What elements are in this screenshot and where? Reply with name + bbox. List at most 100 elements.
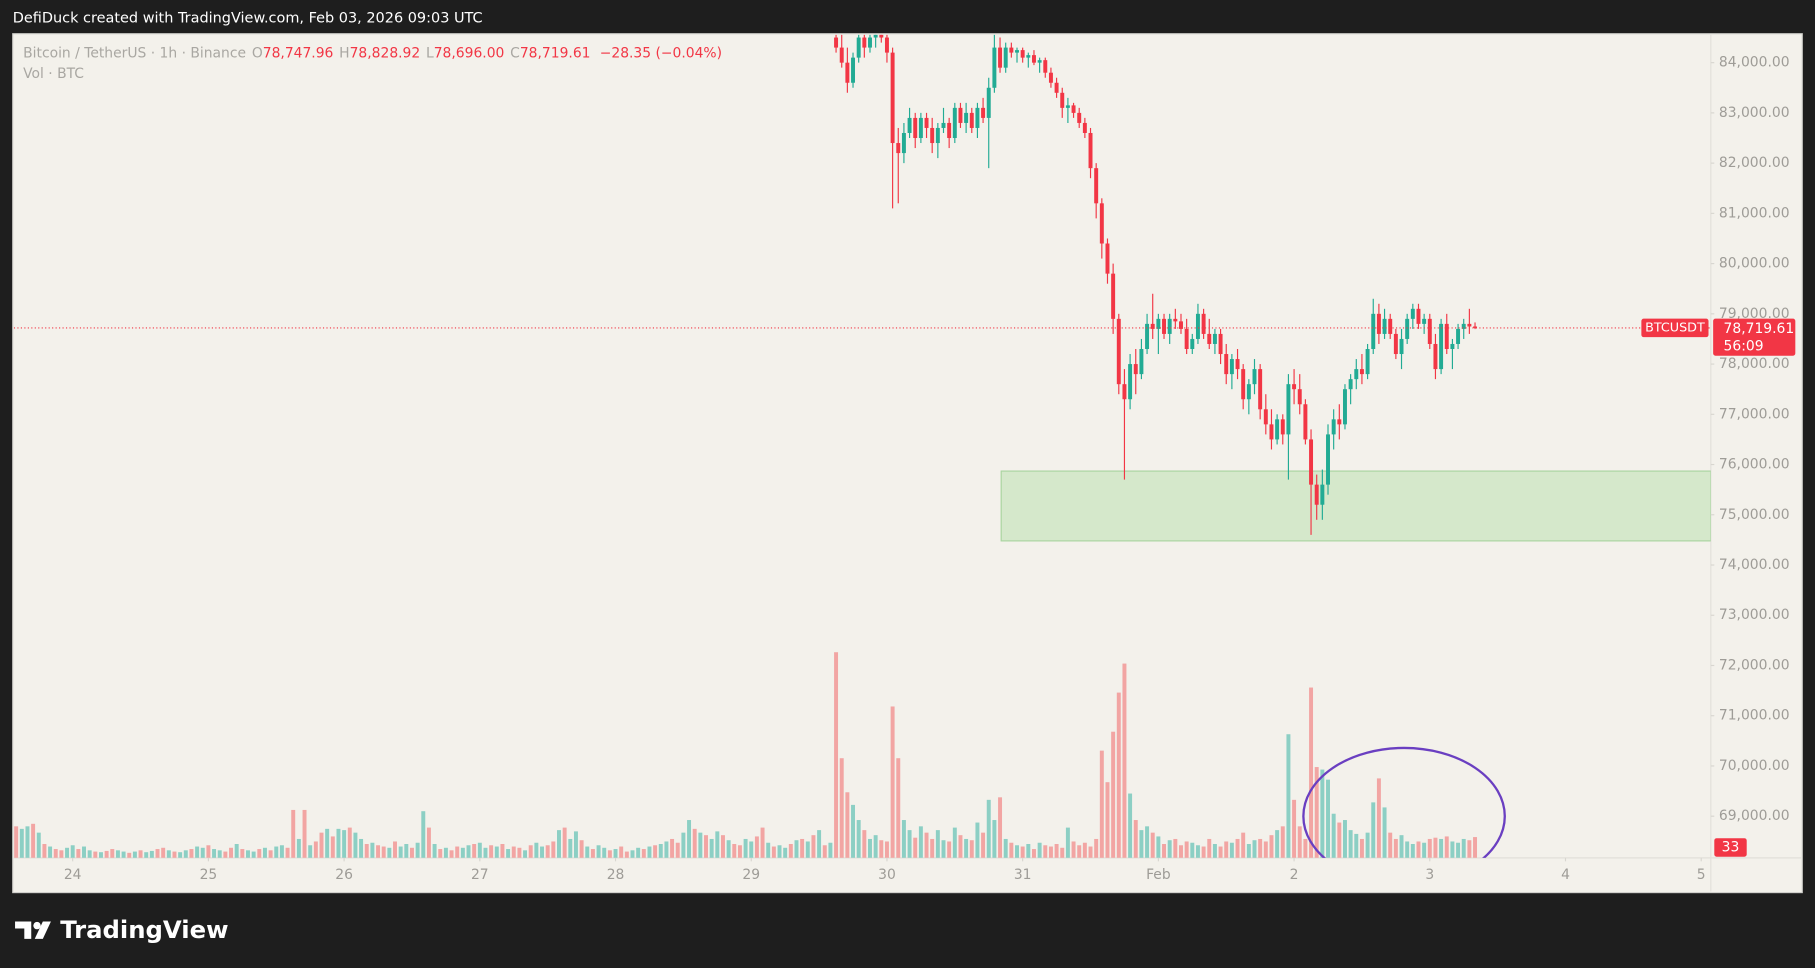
candle-body bbox=[1331, 419, 1336, 435]
volume-bar bbox=[918, 826, 923, 858]
volume-bar bbox=[1246, 844, 1251, 858]
volume-bar bbox=[941, 840, 946, 858]
price-tick-label: 74,000.00 bbox=[1719, 557, 1790, 573]
volume-bar bbox=[336, 828, 341, 858]
volume-bar bbox=[178, 852, 183, 858]
volume-bar bbox=[709, 838, 714, 858]
volume-bar bbox=[1337, 822, 1342, 858]
price-tick-label: 82,000.00 bbox=[1719, 155, 1790, 171]
volume-bar bbox=[302, 809, 307, 858]
candle-body bbox=[879, 34, 884, 38]
price-tick-label: 78,000.00 bbox=[1719, 356, 1790, 372]
time-tick-label: 2 bbox=[1290, 867, 1299, 883]
volume-bar bbox=[1133, 820, 1138, 858]
price-tick-label: 84,000.00 bbox=[1719, 55, 1790, 71]
candle-body bbox=[839, 47, 844, 63]
candle-body bbox=[1337, 419, 1342, 425]
volume-bar bbox=[1320, 769, 1325, 858]
time-tick-label: 4 bbox=[1561, 867, 1570, 883]
volume-bar bbox=[890, 706, 895, 858]
volume-bar bbox=[958, 835, 963, 858]
volume-bar bbox=[477, 842, 482, 858]
volume-bar bbox=[31, 823, 36, 858]
candle-body bbox=[941, 122, 946, 128]
volume-bar bbox=[381, 846, 386, 858]
volume-bar bbox=[641, 849, 646, 858]
candle-body bbox=[1082, 122, 1087, 133]
volume-bar bbox=[901, 820, 906, 858]
volume-bar bbox=[1382, 807, 1387, 858]
volume-bar bbox=[653, 845, 658, 858]
volume-bar bbox=[1427, 838, 1432, 858]
volume-bar bbox=[155, 849, 160, 858]
volume-bar bbox=[330, 836, 335, 858]
volume-bar bbox=[511, 846, 516, 858]
volume-bar bbox=[1309, 687, 1314, 858]
candle-body bbox=[1473, 326, 1478, 328]
candle-body bbox=[1031, 55, 1036, 63]
candle-body bbox=[873, 34, 878, 38]
legend-ohlc-value: 78,696.00 bbox=[434, 45, 505, 61]
price-tick-label: 71,000.00 bbox=[1719, 708, 1790, 724]
volume-bar bbox=[817, 830, 822, 858]
volume-bar bbox=[1342, 820, 1347, 858]
volume-bar bbox=[1207, 838, 1212, 858]
volume-bar bbox=[166, 850, 171, 858]
candle-body bbox=[1359, 369, 1364, 375]
volume-bar bbox=[1077, 845, 1082, 858]
volume-bar bbox=[1354, 833, 1359, 858]
candle-body bbox=[1003, 47, 1008, 68]
volume-bar bbox=[935, 830, 940, 858]
volume-bar bbox=[794, 840, 799, 858]
support-zone bbox=[1000, 470, 1711, 542]
candle-body bbox=[1122, 384, 1127, 400]
volume-bar bbox=[602, 847, 607, 858]
volume-bar bbox=[1179, 845, 1183, 858]
candle-body bbox=[1292, 384, 1297, 390]
volume-bar bbox=[65, 847, 70, 858]
candle-body bbox=[1422, 318, 1427, 324]
volume-bar bbox=[206, 845, 211, 858]
volume-bar bbox=[624, 851, 629, 858]
volume-bar bbox=[975, 822, 980, 858]
price-tick-label: 80,000.00 bbox=[1719, 256, 1790, 272]
legend-change: −28.35 (−0.04%) bbox=[600, 45, 722, 61]
volume-bar bbox=[828, 842, 833, 858]
candle-body bbox=[1048, 72, 1053, 83]
candle-body bbox=[986, 87, 991, 118]
candle-body bbox=[1456, 328, 1461, 344]
time-tick-label: 30 bbox=[878, 867, 896, 883]
logo bbox=[15, 921, 51, 939]
volume-bar bbox=[1286, 734, 1291, 858]
volume-bar bbox=[438, 849, 443, 858]
candle-body bbox=[1099, 203, 1104, 244]
logo-mark bbox=[15, 921, 32, 939]
volume-bar bbox=[1218, 846, 1223, 858]
candle-body bbox=[1212, 333, 1217, 344]
volume-bar bbox=[1399, 835, 1404, 858]
candle-body bbox=[1201, 313, 1206, 334]
candle-body bbox=[1224, 354, 1229, 375]
candle-body bbox=[1309, 439, 1314, 485]
volume-bar bbox=[246, 850, 250, 858]
volume-bar bbox=[969, 840, 974, 858]
candle-body bbox=[1116, 318, 1121, 385]
candle-body bbox=[1388, 318, 1393, 334]
brand: TradingView bbox=[60, 915, 228, 944]
volume-bar bbox=[1082, 842, 1087, 858]
volume-bar bbox=[557, 830, 561, 858]
volume-bar bbox=[200, 847, 205, 858]
volume-bar bbox=[1303, 838, 1308, 858]
price-tick-label: 81,000.00 bbox=[1719, 205, 1790, 221]
volume-bar bbox=[1280, 826, 1285, 858]
volume-bar bbox=[115, 850, 120, 858]
volume-bar bbox=[545, 845, 550, 858]
volume-bar bbox=[658, 844, 663, 858]
volume-bar bbox=[1376, 778, 1381, 858]
legend-ohlc-label: H bbox=[339, 45, 349, 61]
volume-bar bbox=[1450, 841, 1455, 858]
volume-bar bbox=[494, 846, 499, 858]
volume-bar bbox=[1292, 799, 1297, 858]
volume-bar bbox=[1433, 837, 1438, 858]
